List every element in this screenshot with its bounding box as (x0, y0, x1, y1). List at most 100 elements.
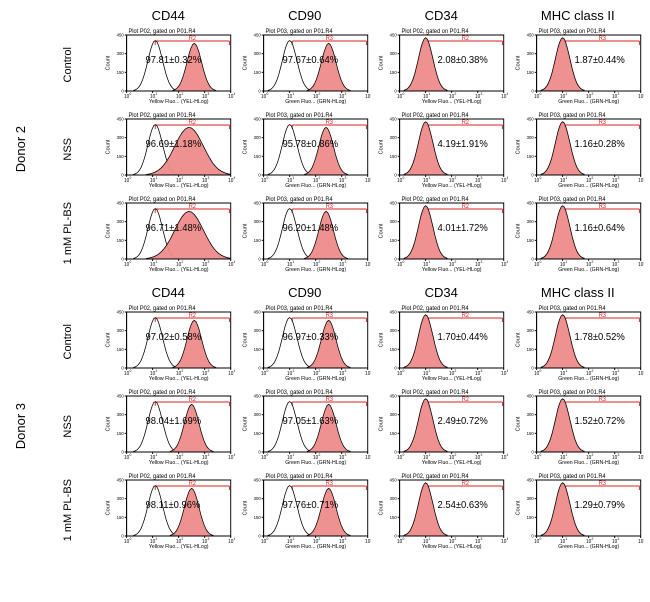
svg-text:1: 1 (292, 369, 294, 373)
svg-text:450: 450 (117, 309, 125, 314)
svg-text:0: 0 (394, 533, 397, 538)
plot-title: Plot P03, gated on P01.R4 (265, 390, 333, 396)
svg-text:300: 300 (390, 328, 398, 333)
stat-text: 2.49±0.72% (437, 416, 488, 427)
svg-text:1: 1 (156, 453, 158, 457)
x-axis-label: Yellow Fluo... (YEL-HLog) (422, 99, 482, 105)
svg-text:450: 450 (117, 477, 125, 482)
plot-title: Plot P03, gated on P01.R4 (538, 306, 606, 312)
gate-label: R3 (325, 36, 332, 42)
svg-text:0: 0 (539, 453, 541, 457)
gate-label: R2 (462, 481, 469, 487)
x-axis-label: Green Fluo... (GRN-HLog) (285, 376, 346, 382)
stat-text: 96.20±1.48% (282, 223, 338, 234)
flow-plot-0-0-1: Plot P03, gated on P01.R4 R3 10010110210… (239, 25, 372, 105)
svg-text:2: 2 (182, 537, 184, 541)
svg-text:300: 300 (253, 51, 261, 56)
y-axis-label: Count (379, 416, 385, 431)
x-axis-label: Yellow Fluo... (YEL-HLog) (422, 376, 482, 382)
stat-text: 97.81±0.32% (146, 55, 202, 66)
stat-text: 1.16±0.64% (574, 223, 625, 234)
plot-title: Plot P02, gated on P01.R4 (402, 306, 470, 312)
svg-text:150: 150 (526, 431, 534, 436)
svg-text:0: 0 (129, 453, 131, 457)
svg-text:3: 3 (208, 260, 210, 264)
plot-title: Plot P02, gated on P01.R4 (402, 29, 470, 35)
y-axis-label: Count (242, 500, 248, 515)
x-axis-label: Green Fluo... (GRN-HLog) (285, 460, 346, 466)
plot-title: Plot P03, gated on P01.R4 (265, 306, 333, 312)
plot-title: Plot P03, gated on P01.R4 (538, 29, 606, 35)
y-axis-label: Count (379, 500, 385, 515)
svg-text:1: 1 (429, 453, 431, 457)
svg-text:0: 0 (402, 453, 404, 457)
x-axis-label: Yellow Fluo... (YEL-HLog) (422, 544, 482, 550)
svg-text:150: 150 (117, 347, 125, 352)
svg-text:150: 150 (117, 238, 125, 243)
row-label: Control (62, 47, 74, 82)
svg-text:2: 2 (182, 176, 184, 180)
svg-text:2: 2 (318, 369, 320, 373)
svg-text:450: 450 (390, 116, 398, 121)
svg-text:3: 3 (481, 92, 483, 96)
svg-text:4: 4 (643, 92, 644, 96)
svg-text:0: 0 (394, 365, 397, 370)
y-axis-label: Count (242, 332, 248, 347)
svg-text:150: 150 (390, 347, 398, 352)
col-header-1: CD90 (239, 285, 372, 300)
svg-text:300: 300 (390, 412, 398, 417)
gate-label: R2 (189, 397, 196, 403)
svg-text:0: 0 (121, 533, 124, 538)
svg-text:0: 0 (258, 365, 261, 370)
svg-text:1: 1 (156, 369, 158, 373)
y-axis-label: Count (242, 223, 248, 238)
flow-plot-0-0-3: Plot P03, gated on P01.R4 R3 10010110210… (512, 25, 645, 105)
svg-text:150: 150 (253, 154, 261, 159)
y-axis-label: Count (106, 500, 112, 515)
y-axis-label: Count (515, 55, 521, 70)
x-axis-label: Yellow Fluo... (YEL-HLog) (149, 460, 209, 466)
svg-text:4: 4 (234, 369, 235, 373)
svg-text:300: 300 (117, 219, 125, 224)
svg-text:3: 3 (481, 369, 483, 373)
x-axis-label: Yellow Fluo... (YEL-HLog) (422, 267, 482, 273)
svg-text:150: 150 (117, 154, 125, 159)
svg-text:300: 300 (117, 51, 125, 56)
svg-text:3: 3 (344, 176, 346, 180)
svg-text:0: 0 (539, 369, 541, 373)
plot-title: Plot P03, gated on P01.R4 (265, 474, 333, 480)
row-label-cell-0: Control (38, 302, 98, 382)
svg-text:3: 3 (617, 537, 619, 541)
svg-text:3: 3 (208, 92, 210, 96)
svg-text:300: 300 (390, 219, 398, 224)
svg-text:0: 0 (129, 176, 131, 180)
x-axis-label: Green Fluo... (GRN-HLog) (558, 183, 619, 189)
gate-label: R3 (598, 397, 605, 403)
svg-text:150: 150 (117, 70, 125, 75)
svg-text:0: 0 (531, 88, 534, 93)
svg-text:450: 450 (526, 200, 534, 205)
svg-text:150: 150 (526, 515, 534, 520)
plot-title: Plot P02, gated on P01.R4 (129, 29, 197, 35)
svg-text:2: 2 (182, 369, 184, 373)
svg-text:0: 0 (531, 365, 534, 370)
svg-text:0: 0 (402, 176, 404, 180)
svg-text:1: 1 (429, 260, 431, 264)
plot-title: Plot P02, gated on P01.R4 (402, 197, 470, 203)
svg-text:450: 450 (117, 116, 125, 121)
svg-text:150: 150 (390, 238, 398, 243)
svg-text:2: 2 (455, 260, 457, 264)
svg-text:2: 2 (455, 92, 457, 96)
svg-text:2: 2 (591, 537, 593, 541)
plot-title: Plot P02, gated on P01.R4 (129, 197, 197, 203)
svg-text:0: 0 (394, 256, 397, 261)
svg-text:0: 0 (121, 88, 124, 93)
gate-label: R2 (462, 397, 469, 403)
svg-text:2: 2 (318, 453, 320, 457)
row-label: NSS (62, 138, 74, 161)
svg-text:300: 300 (253, 219, 261, 224)
x-axis-label: Green Fluo... (GRN-HLog) (558, 267, 619, 273)
svg-text:4: 4 (643, 260, 644, 264)
donor-label-cell: Donor 2 (6, 25, 34, 273)
x-axis-label: Green Fluo... (GRN-HLog) (558, 460, 619, 466)
